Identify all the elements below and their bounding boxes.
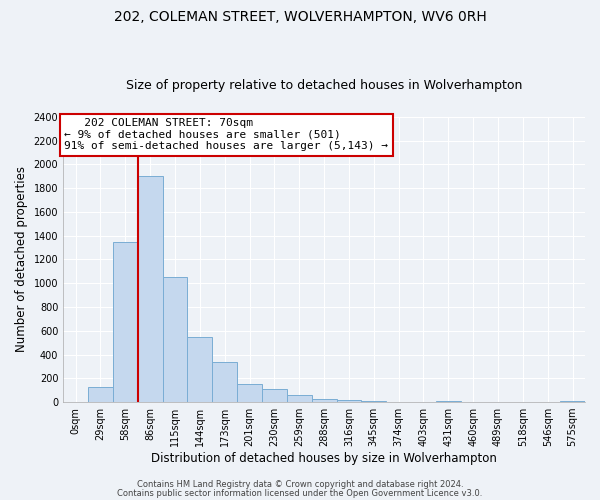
- Text: Contains public sector information licensed under the Open Government Licence v3: Contains public sector information licen…: [118, 488, 482, 498]
- Bar: [436, 401, 461, 402]
- Bar: [287, 395, 311, 402]
- Bar: [163, 278, 187, 402]
- Bar: [262, 389, 287, 402]
- Text: 202, COLEMAN STREET, WOLVERHAMPTON, WV6 0RH: 202, COLEMAN STREET, WOLVERHAMPTON, WV6 …: [113, 10, 487, 24]
- Text: Contains HM Land Registry data © Crown copyright and database right 2024.: Contains HM Land Registry data © Crown c…: [137, 480, 463, 489]
- Bar: [113, 242, 138, 402]
- Bar: [138, 176, 163, 402]
- Bar: [212, 362, 237, 402]
- Text: 202 COLEMAN STREET: 70sqm
← 9% of detached houses are smaller (501)
91% of semi-: 202 COLEMAN STREET: 70sqm ← 9% of detach…: [64, 118, 388, 151]
- Bar: [361, 401, 386, 402]
- Bar: [337, 400, 361, 402]
- Bar: [311, 398, 337, 402]
- Title: Size of property relative to detached houses in Wolverhampton: Size of property relative to detached ho…: [126, 79, 522, 92]
- Y-axis label: Number of detached properties: Number of detached properties: [15, 166, 28, 352]
- Bar: [237, 384, 262, 402]
- Bar: [88, 387, 113, 402]
- Bar: [187, 336, 212, 402]
- X-axis label: Distribution of detached houses by size in Wolverhampton: Distribution of detached houses by size …: [151, 452, 497, 465]
